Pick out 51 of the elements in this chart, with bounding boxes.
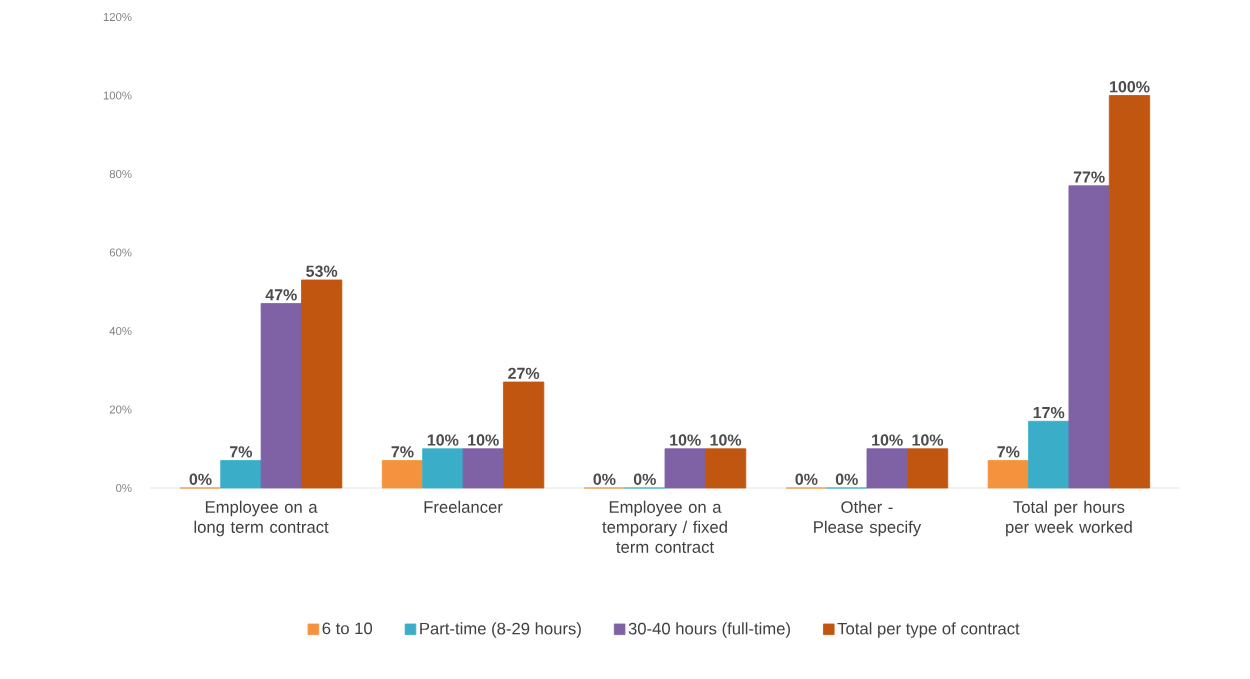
bar — [381, 460, 424, 489]
legend-label: 6 to 10 — [322, 622, 373, 635]
data-label: 0% — [835, 473, 858, 485]
bar — [220, 460, 262, 489]
data-label: 10% — [670, 434, 701, 446]
bar — [422, 448, 464, 489]
y-tick-label: 0% — [116, 484, 132, 493]
y-tick-label: 20% — [109, 405, 132, 414]
bar — [664, 448, 706, 489]
x-tick-label: Total per hours per week worked — [1006, 500, 1132, 537]
data-label: 47% — [265, 289, 297, 301]
legend-label: Part-time (8-29 hours) — [420, 622, 581, 638]
y-tick-label: 60% — [109, 248, 132, 257]
data-label: 0% — [189, 473, 212, 485]
data-label: 7% — [391, 446, 414, 458]
bar — [987, 460, 1029, 489]
data-label: 27% — [508, 367, 540, 379]
x-tick-label: Freelancer — [424, 500, 503, 513]
data-label: 0% — [795, 473, 818, 485]
y-tick-label: 80% — [109, 170, 132, 179]
y-tick-label: 100% — [103, 91, 132, 100]
data-label: 7% — [997, 446, 1020, 458]
x-tick-label: Employee on a temporary / fixed term contract — [602, 500, 727, 553]
bar — [1028, 420, 1070, 489]
data-label: 0% — [633, 473, 656, 485]
bar — [260, 303, 302, 489]
bar — [704, 448, 747, 489]
legend-label: Total per type of contract — [837, 622, 1020, 638]
bar — [1108, 95, 1151, 489]
data-label: 10% — [912, 434, 944, 446]
bar — [301, 279, 343, 489]
legend-label: 30-40 hours (full-time) — [628, 622, 790, 638]
bar — [1068, 185, 1110, 489]
bar — [503, 381, 545, 489]
bar — [866, 448, 908, 489]
bar — [906, 448, 949, 489]
y-tick-label: 40% — [109, 327, 132, 336]
data-label: 10% — [872, 434, 903, 446]
data-label: 7% — [230, 446, 253, 458]
x-tick-label: Other - Please specify — [814, 500, 922, 537]
bar — [462, 448, 504, 489]
y-tick-label: 120% — [103, 13, 132, 22]
data-label: 100% — [1110, 81, 1150, 93]
data-label: 10% — [710, 434, 742, 446]
data-label: 10% — [427, 434, 459, 446]
data-label: 77% — [1073, 171, 1105, 183]
data-label: 10% — [468, 434, 499, 446]
x-tick-label: Employee on a long term contract — [194, 500, 329, 537]
data-label: 53% — [306, 265, 338, 277]
data-label: 0% — [593, 473, 616, 485]
data-label: 17% — [1033, 406, 1065, 419]
